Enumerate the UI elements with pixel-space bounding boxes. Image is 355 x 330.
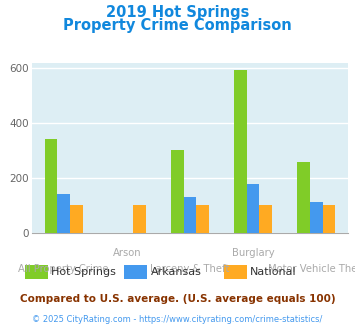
Bar [234,70,247,233]
Text: Larceny & Theft: Larceny & Theft [150,264,230,274]
Bar [133,205,146,233]
Text: © 2025 CityRating.com - https://www.cityrating.com/crime-statistics/: © 2025 CityRating.com - https://www.city… [32,315,323,324]
Bar [260,205,272,233]
Bar [196,205,209,233]
Text: National: National [250,267,297,277]
Bar [45,140,57,233]
Bar [310,202,323,233]
Bar [297,162,310,233]
Text: Property Crime Comparison: Property Crime Comparison [63,18,292,33]
Bar [70,205,82,233]
Text: Arkansas: Arkansas [151,267,202,277]
Text: Hot Springs: Hot Springs [51,267,116,277]
Text: Burglary: Burglary [232,248,274,257]
Bar [323,205,335,233]
Text: Motor Vehicle Theft: Motor Vehicle Theft [268,264,355,274]
Bar [247,184,260,233]
Bar [184,197,196,233]
Text: All Property Crime: All Property Crime [18,264,109,274]
Bar [57,194,70,233]
Text: 2019 Hot Springs: 2019 Hot Springs [106,5,249,20]
Text: Compared to U.S. average. (U.S. average equals 100): Compared to U.S. average. (U.S. average … [20,294,335,304]
Text: Arson: Arson [113,248,141,257]
Bar [171,150,184,233]
